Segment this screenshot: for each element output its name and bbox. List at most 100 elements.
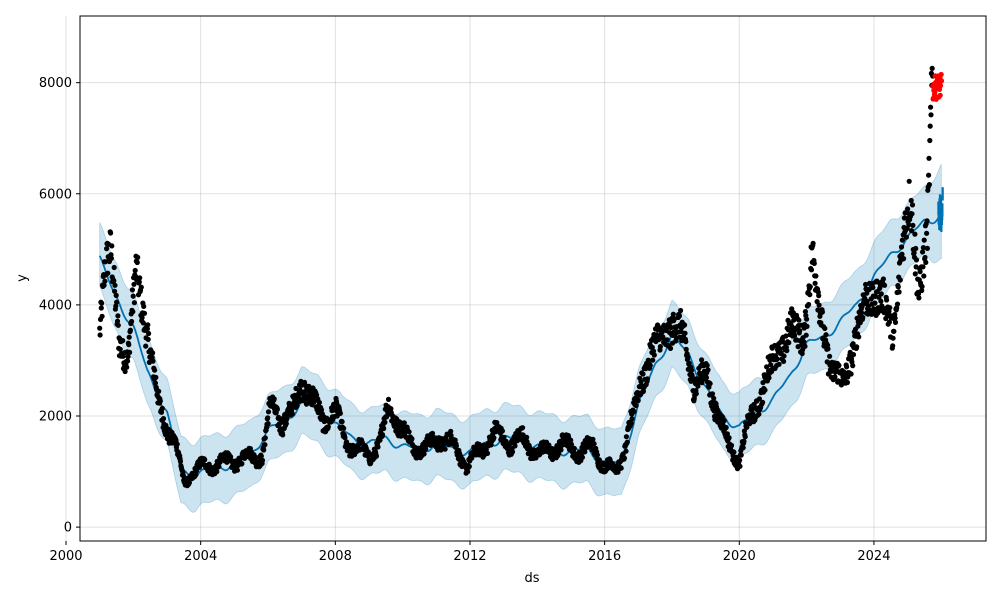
observed-point [409, 436, 415, 442]
observed-point [624, 439, 630, 445]
observed-point [375, 444, 381, 450]
observed-point [289, 411, 295, 417]
observed-point [920, 264, 926, 270]
observed-point [113, 303, 119, 309]
observed-point [807, 292, 813, 298]
observed-point [854, 344, 860, 350]
observed-point [920, 249, 926, 255]
observed-point [863, 281, 869, 288]
observed-point [112, 282, 118, 288]
observed-point [921, 237, 927, 243]
observed-point [924, 245, 931, 251]
observed-point [618, 465, 624, 471]
observed-point [923, 259, 929, 265]
observed-point [913, 257, 920, 263]
observed-point [686, 360, 692, 366]
observed-point [628, 420, 634, 426]
observed-point [265, 421, 271, 427]
observed-point [509, 449, 516, 455]
observed-point [145, 322, 151, 328]
observed-points-group [97, 65, 936, 489]
observed-point [711, 395, 717, 401]
observed-point [150, 358, 156, 364]
observed-point [816, 293, 822, 299]
observed-point [421, 451, 427, 457]
observed-point [571, 445, 577, 451]
observed-point [146, 330, 152, 337]
test-point [938, 78, 945, 84]
observed-point [491, 435, 497, 441]
observed-point [695, 383, 701, 389]
observed-point [898, 244, 905, 250]
observed-point [703, 375, 710, 381]
observed-point [897, 277, 903, 283]
observed-point [512, 443, 518, 449]
observed-point [152, 380, 158, 386]
observed-point [906, 178, 912, 184]
observed-point [466, 463, 472, 470]
x-tick-label: 2004 [184, 549, 217, 564]
observed-point [650, 357, 656, 363]
observed-point [385, 396, 392, 402]
observed-point [216, 463, 222, 470]
observed-point [265, 415, 271, 421]
observed-point [318, 407, 325, 413]
x-tick-label: 2016 [588, 549, 621, 564]
observed-point [886, 319, 893, 325]
observed-point [741, 428, 748, 434]
observed-point [909, 202, 916, 208]
observed-point [921, 273, 927, 279]
y-tick-label: 0 [64, 521, 72, 536]
observed-point [682, 322, 688, 328]
observed-point [864, 298, 870, 304]
observed-point [737, 463, 743, 469]
observed-point [127, 349, 133, 355]
observed-point [823, 332, 829, 338]
observed-point [859, 310, 865, 316]
observed-point [668, 325, 674, 331]
observed-point [802, 309, 809, 315]
observed-point [678, 307, 684, 314]
observed-point [193, 472, 199, 478]
observed-point [910, 222, 916, 228]
observed-point [804, 323, 810, 329]
observed-point [693, 391, 699, 397]
observed-point [99, 313, 105, 319]
observed-point [99, 300, 105, 306]
observed-point [381, 425, 387, 432]
observed-point [908, 197, 914, 204]
observed-point [856, 334, 862, 340]
y-tick-label: 2000 [39, 410, 72, 425]
observed-point [927, 123, 933, 129]
observed-point [114, 318, 121, 324]
observed-point [234, 467, 240, 473]
observed-point [670, 311, 676, 317]
observed-point [157, 398, 163, 404]
observed-point [122, 368, 128, 375]
gridlines [65, 16, 986, 541]
observed-point [131, 300, 137, 306]
plot-frame [79, 15, 987, 542]
observed-point [401, 420, 407, 426]
observed-point [704, 362, 710, 368]
observed-point [781, 358, 787, 364]
observed-point [685, 354, 691, 360]
observed-point [129, 318, 135, 325]
observed-point [688, 367, 695, 373]
observed-point [314, 392, 320, 398]
observed-point [726, 435, 732, 441]
observed-point [807, 284, 813, 290]
observed-point [850, 341, 856, 347]
observed-point [709, 391, 716, 397]
observed-point [316, 399, 322, 406]
observed-point [803, 332, 809, 338]
observed-point [476, 441, 482, 448]
observed-point [214, 469, 220, 475]
observed-point [105, 270, 111, 276]
observed-point [337, 410, 343, 416]
x-tick-label: 2020 [723, 549, 756, 564]
observed-point [731, 449, 737, 455]
observed-point [484, 450, 491, 456]
observed-point [707, 381, 713, 387]
